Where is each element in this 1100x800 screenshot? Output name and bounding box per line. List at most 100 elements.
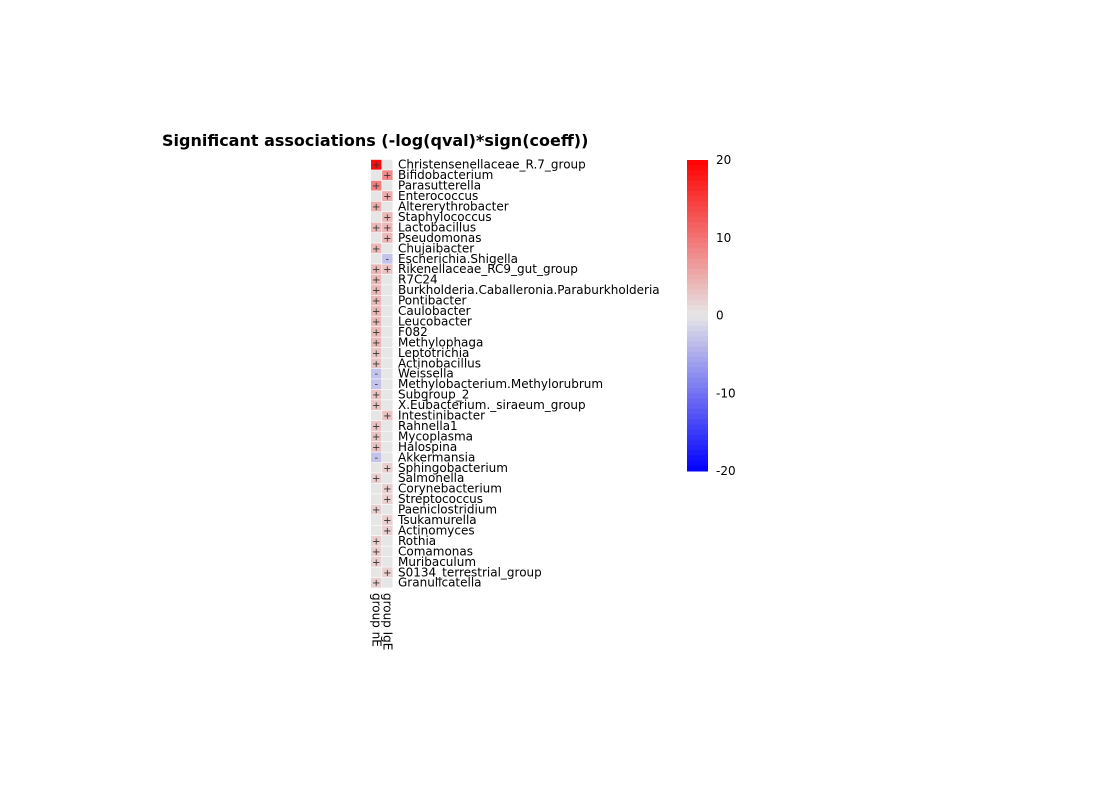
cell-sign-mark: + — [372, 265, 380, 276]
colorbar-segment — [687, 289, 708, 296]
colorbar-segment — [687, 232, 708, 239]
cell-sign-mark: + — [372, 348, 380, 359]
colorbar-tick-label: 0 — [716, 309, 724, 323]
colorbar-tick-label: -20 — [716, 464, 736, 478]
row-label: Rahnella1 — [398, 419, 458, 433]
heatmap-cell — [371, 389, 382, 400]
heatmap-cell — [371, 556, 382, 567]
colorbar-segment — [687, 185, 708, 192]
row-label: Sphingobacterium — [398, 461, 508, 475]
cell-sign-mark: + — [383, 265, 391, 276]
heatmap-cell — [382, 556, 393, 567]
heatmap-cell — [371, 441, 382, 452]
cell-sign-mark: + — [372, 401, 380, 412]
cell-sign-mark: + — [383, 171, 391, 182]
colorbar-segment — [687, 217, 708, 223]
cell-sign-mark: - — [374, 369, 378, 380]
heatmap-cell — [371, 295, 382, 306]
heatmap-cell — [382, 191, 393, 201]
heatmap-cell — [371, 191, 382, 201]
colorbar-segment — [687, 455, 708, 462]
heatmap-cell — [371, 316, 382, 327]
heatmap-cell — [382, 546, 393, 557]
heatmap-cell — [371, 483, 382, 494]
cell-sign-mark: + — [383, 223, 391, 234]
colorbar-segment — [687, 191, 708, 197]
cell-sign-mark: - — [386, 254, 390, 265]
cell-sign-mark: + — [372, 442, 380, 453]
heatmap-cell — [371, 180, 382, 191]
heatmap-cell — [371, 525, 382, 536]
heatmap-cell — [382, 452, 393, 463]
row-label: X.Eubacterium._siraeum_group — [398, 398, 586, 412]
row-label: Methylobacterium.Methylorubrum — [398, 377, 603, 391]
row-label: Intestinibacter — [398, 409, 485, 423]
colorbar-segment — [687, 315, 708, 322]
heatmap-cell — [371, 337, 382, 348]
heatmap-cell — [371, 243, 382, 254]
cell-sign-mark: + — [372, 421, 380, 432]
colorbar-segment — [687, 242, 708, 249]
colorbar-segment — [687, 253, 708, 259]
heatmap-cells: +++++++ +++-+ ++++++++++--++++++-+++++++++… — [371, 159, 393, 589]
heatmap-cell — [371, 264, 382, 275]
row-label: Rikenellaceae_RC9_gut_group — [398, 262, 578, 276]
row-label: Pontibacter — [398, 294, 466, 308]
colorbar-segment — [687, 263, 708, 270]
heatmap-cell — [371, 515, 382, 525]
row-label: Akkermansia — [398, 450, 475, 464]
heatmap-cell — [382, 253, 393, 264]
heatmap-cell — [382, 400, 393, 410]
colorbar-segment — [687, 393, 708, 399]
colorbar-segment — [687, 294, 708, 301]
colorbar-segment — [687, 341, 708, 348]
heatmap-cell — [371, 306, 382, 316]
column-label: group nE — [369, 593, 383, 647]
heatmap-cell — [382, 536, 393, 546]
heatmap-cell — [382, 306, 393, 316]
heatmap-cell — [371, 400, 382, 410]
colorbar: 20 10 0 -10 -20 — [687, 153, 736, 478]
cell-sign-mark: + — [372, 160, 380, 171]
colorbar-segment — [687, 305, 708, 311]
row-label: Corynebacterium — [398, 482, 502, 496]
heatmap-cell — [382, 494, 393, 505]
heatmap-cell — [382, 285, 393, 296]
row-label: Actinobacillus — [398, 356, 481, 370]
colorbar-segment — [687, 429, 708, 436]
colorbar-segment — [687, 362, 708, 368]
heatmap-cell — [382, 504, 393, 515]
heatmap-cell — [382, 567, 393, 578]
colorbar-segment — [687, 258, 708, 265]
colorbar-segment — [687, 439, 708, 446]
heatmap-cell — [371, 494, 382, 505]
row-label: Methylophaga — [398, 335, 483, 349]
heatmap-cell — [371, 253, 382, 264]
heatmap-cell — [371, 222, 382, 233]
row-label: F082 — [398, 325, 428, 339]
cell-sign-mark: + — [372, 536, 380, 547]
heatmap-cell — [382, 483, 393, 494]
row-label: Lactobacillus — [398, 220, 476, 234]
heatmap-cell — [382, 295, 393, 306]
heatmap-cell — [371, 347, 382, 358]
cell-sign-mark: - — [374, 453, 378, 464]
colorbar-segment — [687, 196, 708, 202]
cell-sign-mark: + — [372, 474, 380, 485]
colorbar-segment — [687, 310, 708, 316]
colorbar-segment — [687, 284, 708, 291]
heatmap-cell — [371, 159, 382, 170]
colorbar-tick-label: 20 — [716, 153, 731, 167]
heatmap-cell — [382, 201, 393, 212]
colorbar-segment — [687, 445, 708, 451]
colorbar-segment — [687, 398, 708, 405]
colorbar-segment — [687, 346, 708, 353]
row-label: S0134_terrestrial_group — [398, 565, 542, 579]
colorbar-segment — [687, 424, 708, 431]
cell-sign-mark: + — [372, 557, 380, 568]
column-label: group IgE — [380, 593, 394, 650]
heatmap-cell — [371, 421, 382, 431]
row-label: Enterococcus — [398, 189, 478, 203]
cell-sign-mark: + — [372, 244, 380, 255]
